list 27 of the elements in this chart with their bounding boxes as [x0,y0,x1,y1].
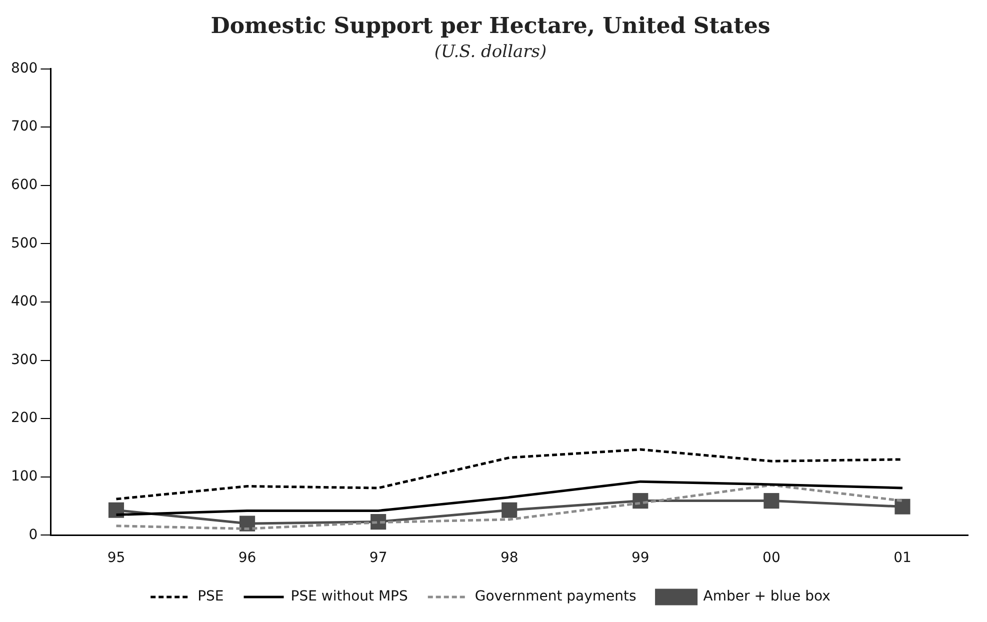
y-tick-label: 700 [10,118,38,135]
y-tick-label: 0 [28,526,38,543]
chart-title: Domestic Support per Hectare, United States [210,12,770,39]
x-tick-label: 96 [238,550,256,566]
point [894,498,910,514]
point [108,502,124,518]
point [502,502,518,518]
x-tick-label: 01 [894,550,912,566]
legend-label: Amber + blue box [703,588,830,605]
y-tick-label: 500 [10,235,38,252]
legend-label: PSE [198,588,224,605]
y-tick-label: 400 [10,294,38,310]
y-tick-label: 300 [10,352,38,368]
legend-label: Government payments [474,588,636,605]
point [764,493,780,509]
x-tick-label: 97 [369,550,388,566]
y-tick-label: 800 [10,60,38,76]
legend-label: PSE without MPS [290,588,408,605]
x-tick-label: 00 [762,550,780,566]
y-tick-label: 200 [10,410,38,426]
x-tick-label: 98 [500,550,518,566]
y-tick-label: 600 [10,177,38,194]
y-tick-label: 100 [10,468,38,485]
x-tick-label: 95 [107,550,126,566]
x-tick-label: 99 [631,550,650,566]
point [240,516,256,532]
chart-subtitle: (U.S. dollars) [434,42,547,62]
